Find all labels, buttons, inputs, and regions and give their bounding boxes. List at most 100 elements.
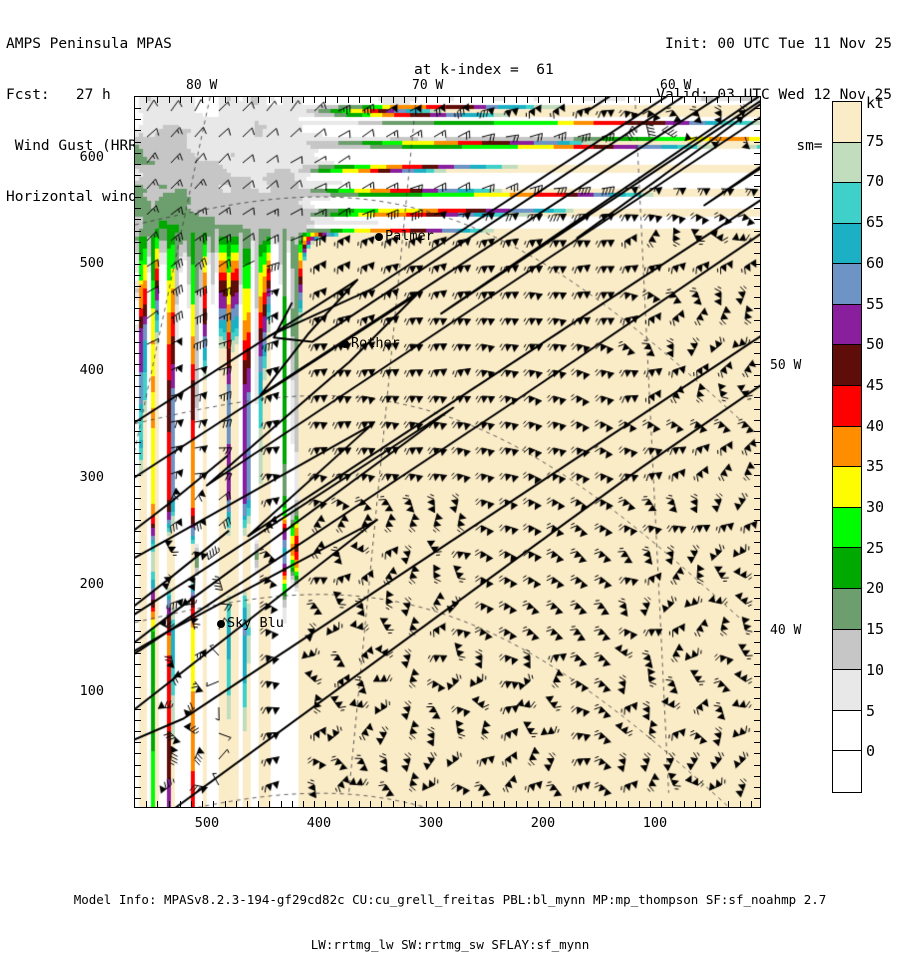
axis-tick: [594, 801, 596, 807]
axis-tick: [135, 608, 141, 610]
axis-tick: [706, 97, 708, 103]
axis-tick: [135, 152, 141, 154]
map-plot-area[interactable]: Palmer Rother Sky Blu: [134, 96, 761, 808]
colorbar-tick-10: 10: [866, 660, 885, 679]
page-title: AMPS Peninsula MPAS: [6, 36, 172, 52]
axis-tick: [754, 430, 760, 432]
axis-tick: [135, 553, 141, 555]
axis-tick: [426, 97, 428, 103]
axis-tick: [190, 801, 192, 807]
axis-tick: [146, 801, 148, 807]
axis-tick: [258, 801, 260, 807]
axis-tick: [168, 97, 170, 103]
axis-tick: [459, 801, 461, 807]
axis-tick: [754, 497, 760, 499]
axis-tick: [314, 97, 316, 103]
axis-tick: [269, 97, 271, 103]
axis-tick: [694, 97, 696, 103]
axis-tick: [135, 197, 141, 199]
axis-tick: [135, 252, 141, 254]
axis-tick: [739, 801, 741, 807]
colorbar-segment: [833, 386, 861, 427]
axis-tick: [482, 97, 484, 103]
axis-tick: [754, 252, 760, 254]
axis-tick: [594, 97, 596, 103]
colorbar-tick-70: 70: [866, 172, 885, 191]
axis-tick: [627, 97, 629, 103]
colorbar-segment: [833, 345, 861, 387]
axis-tick: [754, 219, 760, 221]
axis-tick: [754, 364, 760, 365]
model-info-line-2: LW:rrtmg_lw SW:rrtmg_sw SFLAY:sf_mynn: [310, 937, 590, 952]
axis-tick: [526, 801, 528, 807]
axis-tick: [358, 801, 360, 807]
axis-tick: [683, 801, 685, 807]
station-label: Palmer: [385, 228, 434, 244]
axis-tick: [358, 97, 360, 103]
axis-tick: [754, 174, 760, 176]
axis-tick: [336, 97, 338, 103]
axis-tick: [448, 97, 450, 103]
y-tick-400: 400: [79, 362, 104, 378]
axis-tick: [302, 97, 304, 103]
colorbar-segment: [833, 751, 861, 792]
axis-tick: [571, 801, 573, 807]
colorbar-tick-25: 25: [866, 538, 885, 557]
axis-tick: [661, 97, 663, 103]
axis-tick: [754, 319, 760, 321]
axis-tick: [754, 686, 760, 688]
axis-tick: [392, 801, 394, 807]
axis-tick: [638, 97, 640, 103]
axis-tick: [538, 97, 540, 103]
axis-tick: [291, 801, 293, 807]
axis-tick: [493, 801, 495, 807]
axis-tick: [754, 453, 760, 454]
axis-tick: [754, 275, 760, 276]
axis-tick: [135, 286, 141, 288]
axis-tick: [754, 631, 760, 632]
axis-tick: [754, 775, 760, 777]
axis-tick: [754, 286, 760, 288]
axis-tick: [135, 753, 141, 755]
model-info-footer: Model Info: MPASv8.2.3-194-gf29cd82c CU:…: [0, 862, 900, 967]
y-tick-500: 500: [79, 255, 104, 271]
axis-tick: [504, 801, 506, 807]
axis-tick: [538, 801, 540, 807]
axis-tick: [135, 174, 141, 176]
axis-tick: [754, 608, 760, 610]
axis-tick: [754, 341, 760, 343]
axis-tick: [392, 97, 394, 103]
axis-tick: [235, 97, 237, 103]
colorbar-tick-50: 50: [866, 335, 885, 354]
axis-tick: [754, 619, 760, 621]
colorbar-segment: [833, 507, 861, 549]
axis-tick: [135, 786, 141, 788]
x-tick-400: 400: [306, 815, 332, 831]
station-dot-icon: [375, 233, 383, 241]
axis-tick: [754, 330, 760, 332]
axis-tick: [754, 486, 760, 488]
axis-tick: [754, 419, 760, 421]
axis-tick: [754, 586, 760, 588]
axis-tick: [754, 163, 760, 165]
axis-tick: [135, 697, 141, 699]
axis-tick: [582, 801, 584, 807]
axis-tick: [135, 597, 141, 599]
axis-tick: [754, 519, 760, 521]
colorbar-segment: [833, 548, 861, 589]
axis-tick: [381, 801, 383, 807]
axis-tick: [754, 197, 760, 199]
axis-tick: [728, 801, 730, 807]
axis-tick: [754, 575, 760, 577]
axis-tick: [754, 141, 760, 143]
axis-tick: [459, 97, 461, 103]
axis-tick: [754, 186, 760, 187]
colorbar-segment: [833, 467, 861, 508]
axis-tick: [135, 441, 141, 443]
axis-tick: [135, 764, 141, 766]
init-time: Init: 00 UTC Tue 11 Nov 25: [665, 36, 892, 52]
axis-tick: [224, 97, 226, 103]
axis-tick: [448, 801, 450, 807]
axis-tick: [754, 241, 760, 243]
forecast-hour: Fcst: 27 h: [6, 87, 111, 103]
